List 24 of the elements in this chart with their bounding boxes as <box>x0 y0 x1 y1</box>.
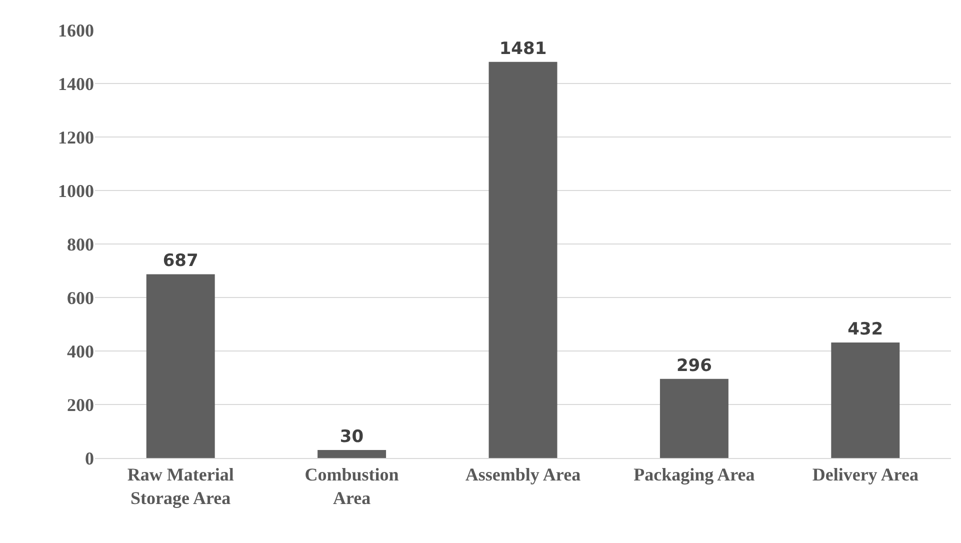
bar <box>146 274 215 458</box>
y-tick-label: 400 <box>67 341 94 362</box>
x-tick-label: Assembly Area <box>465 464 581 485</box>
data-label: 1481 <box>499 38 547 59</box>
x-tick-label: Delivery Area <box>812 464 918 485</box>
data-label: 30 <box>340 426 364 447</box>
y-tick-label: 1400 <box>58 74 94 94</box>
y-tick-label: 800 <box>67 234 94 254</box>
bar <box>831 342 900 458</box>
y-tick-label: 1200 <box>58 127 94 148</box>
y-tick-label: 600 <box>67 288 94 308</box>
x-tick-label: Raw Material Storage Area <box>127 464 234 508</box>
bar <box>488 62 558 458</box>
x-tick-label: Packaging Area <box>634 464 755 485</box>
bar <box>318 450 386 458</box>
data-label: 296 <box>676 356 712 376</box>
y-tick-label: 200 <box>67 394 94 415</box>
data-label: 432 <box>848 319 884 340</box>
y-tick-label: 0 <box>85 448 94 468</box>
x-tick-label: Combustion Area <box>304 464 399 508</box>
y-tick-label: 1600 <box>58 20 94 40</box>
y-tick-label: 1000 <box>58 180 94 201</box>
bar <box>660 378 728 458</box>
data-label: 687 <box>162 251 198 272</box>
